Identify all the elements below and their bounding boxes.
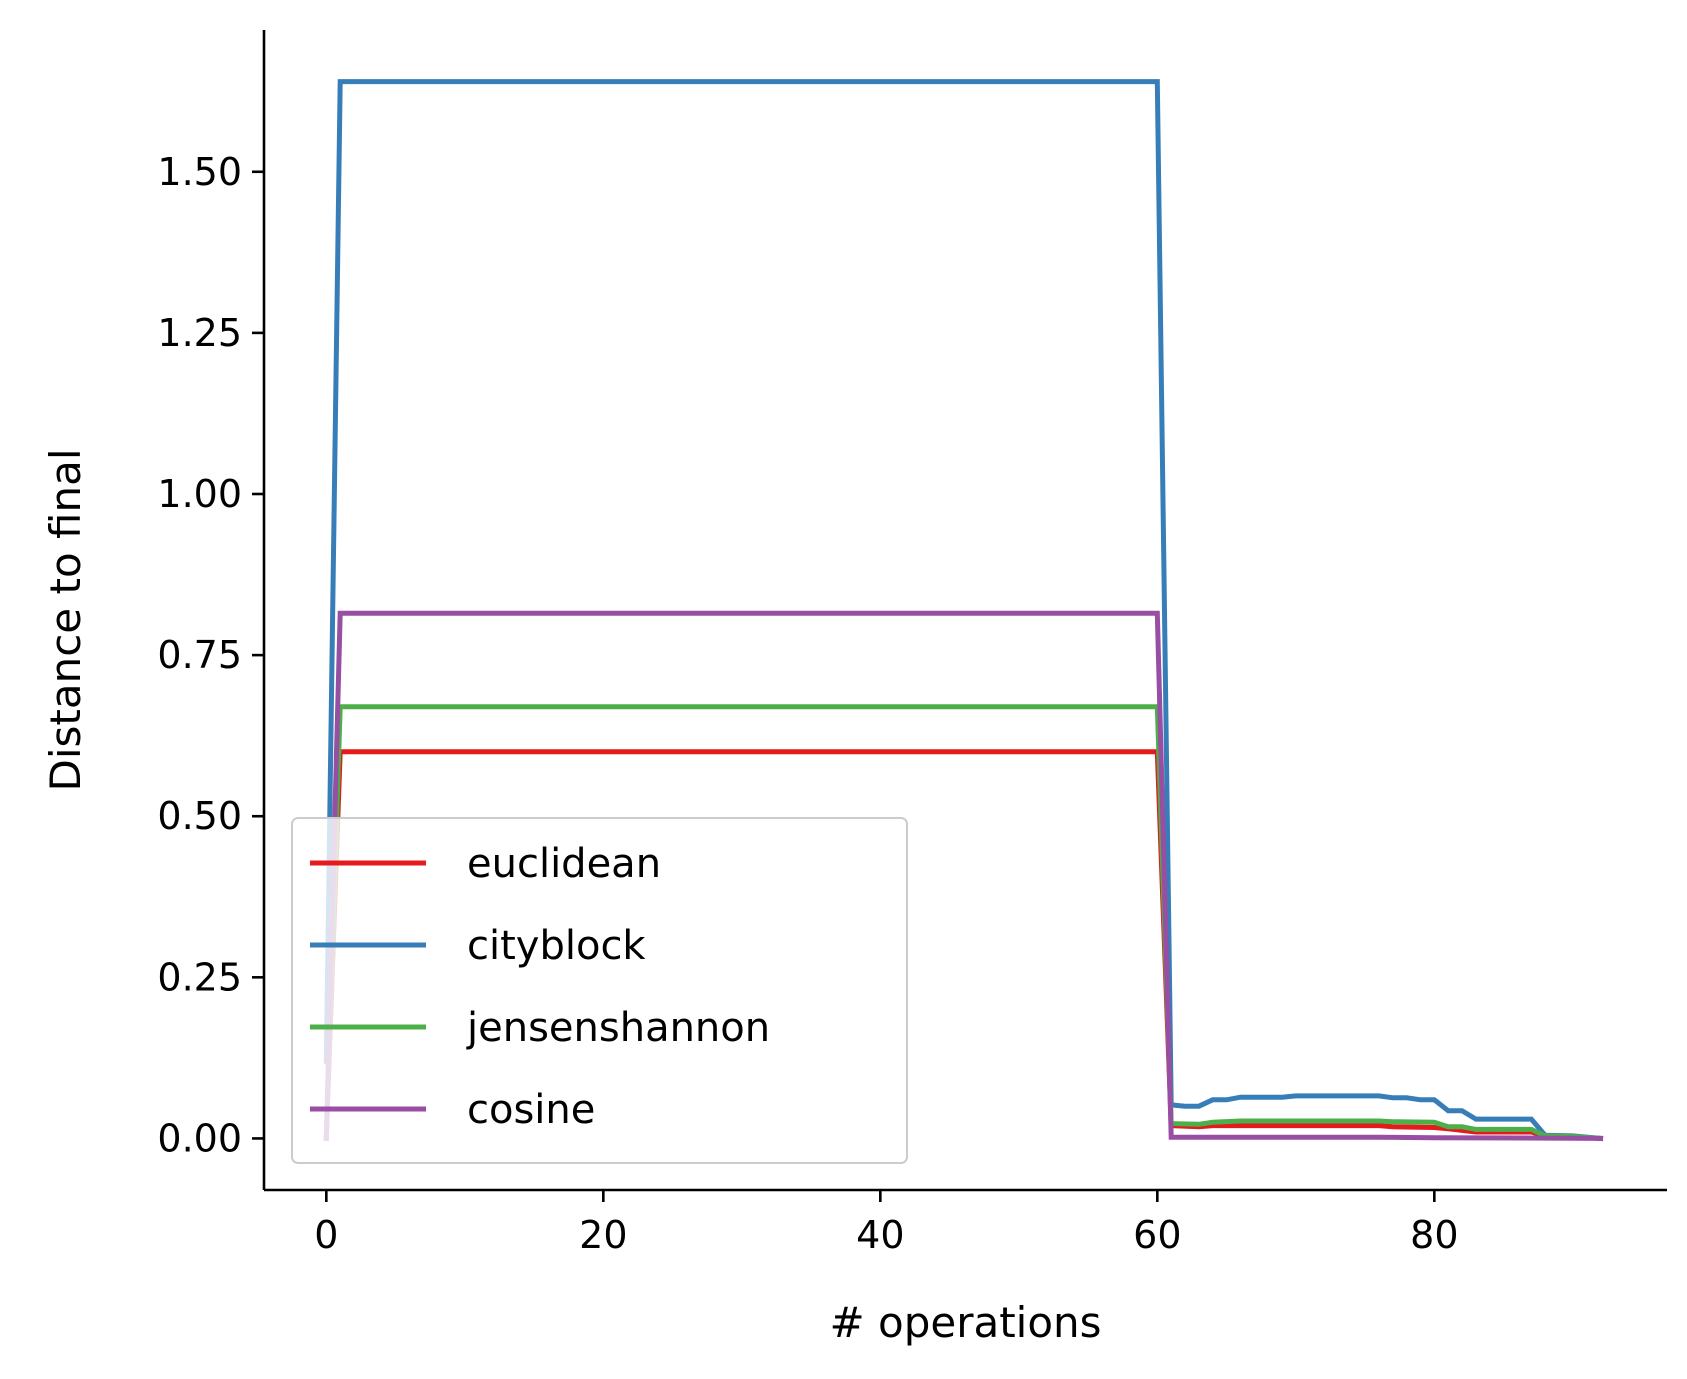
- y-tick-label: 1.50: [157, 150, 242, 194]
- y-tick-label: 0.50: [157, 794, 242, 838]
- x-tick-label: 0: [314, 1213, 338, 1257]
- x-tick-label: 40: [856, 1213, 904, 1257]
- legend-items: euclidean cityblock jensenshannon cosine: [310, 841, 770, 1133]
- y-tick-label: 1.25: [157, 311, 242, 355]
- y-tick-label: 1.00: [157, 472, 242, 516]
- x-ticks: 0 20 40 60 80: [314, 1190, 1459, 1257]
- x-tick-label: 60: [1133, 1213, 1181, 1257]
- y-tick-label: 0.75: [157, 633, 242, 677]
- y-tick-label: 0.25: [157, 955, 242, 999]
- axes: 0.00 0.25 0.50 0.75 1.00 1.25 1.50 0 20 40 60 80: [157, 30, 1667, 1257]
- x-tick-label: 80: [1410, 1213, 1458, 1257]
- x-axis-title: # operations: [829, 1298, 1101, 1347]
- y-tick-label: 0.00: [157, 1116, 242, 1160]
- legend-label-cosine: cosine: [467, 1087, 595, 1133]
- y-ticks: 0.00 0.25 0.50 0.75 1.00 1.25 1.50: [157, 150, 264, 1160]
- series-line-cosine: [323, 610, 1604, 1141]
- legend-label-euclidean: euclidean: [467, 841, 661, 887]
- x-tick-label: 20: [579, 1213, 627, 1257]
- series-layer: [323, 79, 1604, 1142]
- legend-label-jensenshannon: jensenshannon: [466, 1005, 770, 1051]
- legend-label-cityblock: cityblock: [467, 923, 646, 969]
- y-axis-title: Distance to final: [41, 449, 90, 792]
- series-line-cityblock: [323, 79, 1604, 1142]
- legend: euclidean cityblock jensenshannon cosine: [291, 817, 908, 1164]
- legend-box: [291, 817, 908, 1164]
